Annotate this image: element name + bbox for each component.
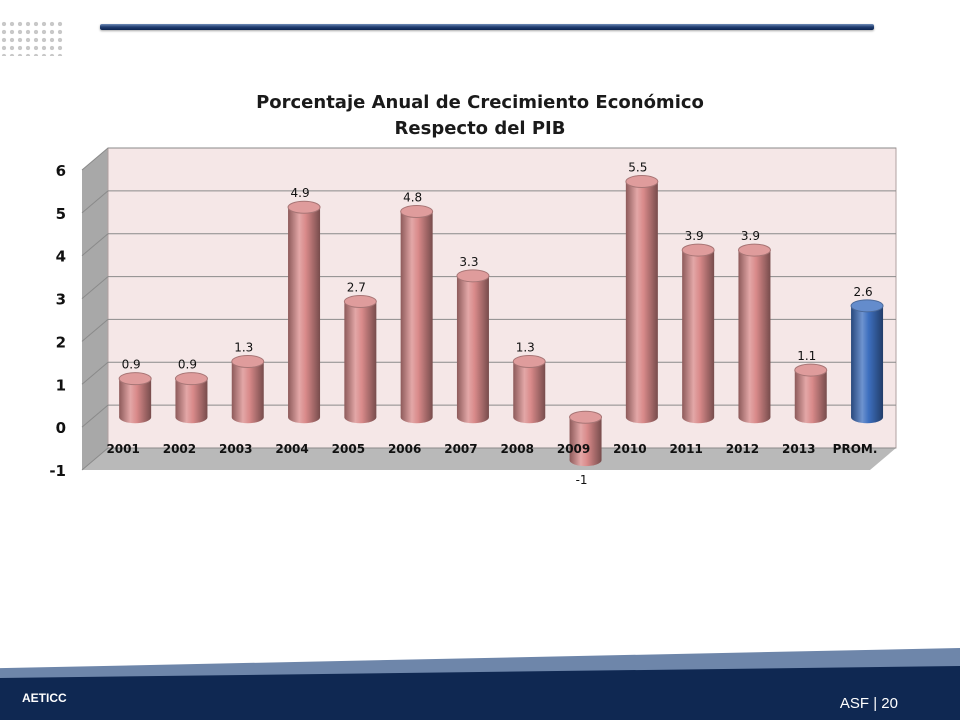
bar-top: [681, 243, 715, 257]
gridline-side: [81, 147, 109, 171]
decorative-dot-grid: [0, 20, 64, 56]
bar-bottom: [288, 411, 321, 424]
bar-bottom: [738, 411, 771, 424]
bar-body: [794, 370, 827, 418]
bar-body: [400, 211, 433, 418]
bar-bottom: [513, 411, 546, 424]
bar-body: [288, 207, 321, 418]
y-tick-label: -1: [49, 462, 66, 480]
data-label: 4.8: [403, 191, 422, 205]
bar-top: [625, 175, 659, 189]
bar-body: [456, 275, 489, 418]
chart-floor: [82, 448, 896, 470]
bar-top: [287, 200, 321, 214]
bar-body: [851, 305, 884, 418]
header-rule: [100, 24, 874, 30]
bar-top: [118, 372, 152, 386]
plot-back-wall: [107, 147, 897, 449]
bar-top: [231, 355, 265, 369]
x-tick-label: 2010: [613, 442, 646, 456]
data-label: 0.9: [178, 358, 197, 372]
data-label: 2.6: [854, 285, 873, 299]
x-tick-label: 2001: [106, 442, 139, 456]
chart-title: Porcentaje Anual de Crecimiento Económic…: [256, 92, 704, 113]
bar-top: [456, 269, 490, 283]
x-tick-label: 2009: [557, 442, 590, 456]
x-tick-label: 2004: [275, 442, 308, 456]
bar-top: [512, 355, 546, 369]
bar-body: [625, 181, 658, 418]
x-tick-label: 2002: [163, 442, 196, 456]
data-label: 3.9: [685, 229, 704, 243]
bar-bottom: [119, 411, 152, 424]
gridline-side: [81, 361, 109, 385]
y-tick-label: 2: [56, 333, 66, 351]
bar-bottom: [175, 411, 208, 424]
y-tick-label: 6: [56, 162, 66, 180]
bar-top: [174, 372, 208, 386]
bar-body: [231, 361, 264, 418]
bar-body: [569, 417, 602, 461]
bar-chart: 6 5 4 3 2 1 0 -1 0.9 2001 0.9 2002 1.3 2003 4.9 2004 2.7…: [49, 147, 897, 487]
gridline-side: [81, 233, 109, 257]
side-wall: [82, 148, 108, 470]
bar-top: [400, 205, 434, 219]
bar-top: [569, 410, 603, 424]
bar-bottom: [569, 454, 602, 467]
data-label: 1.3: [234, 341, 253, 355]
y-tick-label: 0: [56, 419, 66, 437]
y-tick-label: 3: [56, 291, 66, 309]
x-tick-label: 2007: [444, 442, 477, 456]
x-tick-label: 2005: [332, 442, 365, 456]
bar-bottom: [851, 411, 884, 424]
data-label: 5.5: [628, 161, 647, 175]
x-tick-label: 2012: [726, 442, 759, 456]
bar-bottom: [794, 411, 827, 424]
bar-top: [850, 299, 884, 313]
x-tick-label: 2011: [669, 442, 702, 456]
data-label: -1: [576, 473, 588, 487]
y-tick-label: 4: [56, 248, 66, 266]
x-tick-label: PROM.: [833, 442, 878, 456]
y-tick-label: 5: [56, 205, 66, 223]
y-tick-label: 1: [56, 376, 66, 394]
bar-top: [737, 243, 771, 257]
bar-body: [513, 361, 546, 418]
footer-organization: AETICC: [22, 691, 67, 705]
data-label: 2.7: [347, 281, 366, 295]
data-label: 1.1: [797, 349, 816, 363]
gridline-side: [81, 319, 109, 342]
bar-body: [738, 250, 771, 418]
bar-top: [343, 295, 377, 309]
x-tick-label: 2008: [501, 442, 534, 456]
gridline-side: [81, 404, 109, 428]
data-label: 3.3: [459, 255, 478, 269]
data-label: 4.9: [291, 186, 310, 200]
data-label: 3.9: [741, 229, 760, 243]
bar-bottom: [231, 411, 264, 424]
chart-subtitle: Respecto del PIB: [394, 118, 566, 139]
x-tick-label: 2006: [388, 442, 421, 456]
gridline-side: [81, 190, 109, 214]
data-label: 0.9: [122, 358, 141, 372]
bar-body: [344, 301, 377, 418]
bar-bottom: [682, 411, 715, 424]
bar-bottom: [456, 411, 489, 424]
x-tick-label: 2013: [782, 442, 815, 456]
footer-page-label: ASF | 20: [839, 695, 898, 712]
gridline-side: [81, 447, 109, 471]
x-tick-label: 2003: [219, 442, 252, 456]
bar-bottom: [400, 411, 433, 424]
data-label: 1.3: [516, 341, 535, 355]
bar-top: [794, 363, 828, 377]
bar-body: [682, 250, 715, 418]
gridline-side: [81, 276, 109, 299]
bar-bottom: [625, 411, 658, 424]
bar-bottom: [344, 411, 377, 424]
